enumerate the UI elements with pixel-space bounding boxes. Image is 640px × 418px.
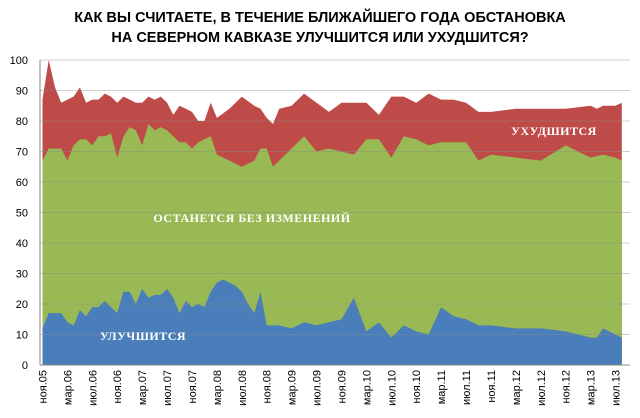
x-tick-label-11: июл.09 bbox=[312, 370, 324, 406]
y-tick-label-70: 70 bbox=[16, 147, 28, 159]
y-tick-label-40: 40 bbox=[16, 238, 28, 250]
y-tick-label-30: 30 bbox=[16, 269, 28, 281]
x-tick-label-12: ноя.09 bbox=[336, 370, 348, 403]
y-tick-label-90: 90 bbox=[16, 86, 28, 98]
x-tick-label-22: мар.13 bbox=[586, 370, 598, 405]
chart-title: КАК ВЫ СЧИТАЕТЕ, В ТЕЧЕНИЕ БЛИЖАЙШЕГО ГО… bbox=[0, 8, 640, 48]
y-tick-label-80: 80 bbox=[16, 116, 28, 128]
series-label-2: ОСТАНЕТСЯ БЕЗ ИЗМЕНЕНИЙ bbox=[153, 211, 350, 225]
x-tick-label-8: июл.08 bbox=[237, 370, 249, 406]
x-tick-label-3: ноя.06 bbox=[112, 370, 124, 403]
x-tick-label-2: июл.06 bbox=[87, 370, 99, 406]
x-tick-label-4: мар.07 bbox=[137, 370, 149, 405]
series-label-1: УЛУЧШИТСЯ bbox=[100, 329, 186, 343]
x-tick-label-0: ноя.05 bbox=[38, 370, 50, 403]
x-tick-label-13: мар.10 bbox=[361, 370, 373, 405]
x-tick-label-21: ноя.12 bbox=[561, 370, 573, 403]
x-tick-label-20: июл.12 bbox=[536, 370, 548, 406]
x-tick-label-17: июл.11 bbox=[461, 370, 473, 405]
x-tick-label-9: ноя.08 bbox=[262, 370, 274, 403]
x-tick-label-6: ноя.07 bbox=[187, 370, 199, 403]
y-tick-label-0: 0 bbox=[22, 360, 28, 372]
x-tick-label-23: июл.13 bbox=[611, 370, 623, 406]
chart-title-line-2: НА СЕВЕРНОМ КАВКАЗЕ УЛУЧШИТСЯ ИЛИ УХУДШИ… bbox=[111, 30, 529, 46]
y-tick-label-60: 60 bbox=[16, 177, 28, 189]
y-tick-label-10: 10 bbox=[16, 330, 28, 342]
x-tick-label-15: ноя.10 bbox=[411, 370, 423, 403]
chart-title-line-1: КАК ВЫ СЧИТАЕТЕ, В ТЕЧЕНИЕ БЛИЖАЙШЕГО ГО… bbox=[74, 10, 566, 26]
series-area-1 bbox=[42, 279, 622, 365]
x-tick-label-1: мар.06 bbox=[62, 370, 74, 405]
y-tick-label-50: 50 bbox=[16, 208, 28, 220]
y-tick-label-20: 20 bbox=[16, 299, 28, 311]
x-tick-label-5: июл.07 bbox=[162, 370, 174, 406]
y-tick-label-100: 100 bbox=[10, 55, 28, 67]
x-tick-label-18: ноя.11 bbox=[486, 370, 498, 403]
x-tick-label-14: июл.10 bbox=[386, 370, 398, 406]
x-tick-label-7: мар.08 bbox=[212, 370, 224, 405]
x-tick-label-16: мар.11 bbox=[436, 370, 448, 404]
series-label-3: УХУДШИТСЯ bbox=[511, 124, 597, 138]
x-tick-label-19: мар.12 bbox=[511, 370, 523, 405]
x-tick-label-10: мар.09 bbox=[287, 370, 299, 405]
